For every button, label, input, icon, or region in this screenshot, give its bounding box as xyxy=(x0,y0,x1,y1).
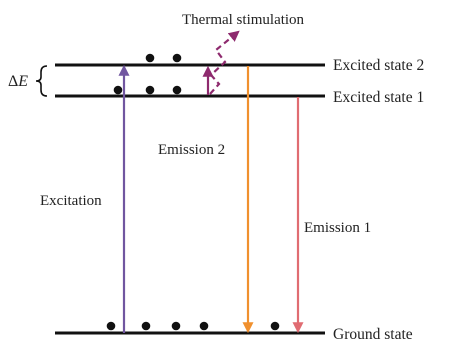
electron xyxy=(113,85,123,95)
delta-symbol: Δ xyxy=(8,73,18,90)
electron xyxy=(145,85,155,95)
electron xyxy=(172,53,182,63)
electron xyxy=(171,321,181,331)
energy-variable: E xyxy=(17,73,28,90)
electron xyxy=(199,321,209,331)
electron xyxy=(270,321,280,331)
thermal-stimulation-label: Thermal stimulation xyxy=(182,12,305,28)
thermal-stimulation-arrow xyxy=(209,30,240,95)
excited-state-1-label: Excited state 1 xyxy=(333,89,424,106)
emission-1-label: Emission 1 xyxy=(304,220,371,236)
electron xyxy=(145,53,155,63)
emission-2-label: Emission 2 xyxy=(158,142,225,158)
electron xyxy=(141,321,151,331)
excitation-label: Excitation xyxy=(40,193,102,209)
electron xyxy=(172,85,182,95)
electron xyxy=(106,321,116,331)
energy-gap-brace xyxy=(35,65,48,97)
ground-state-label: Ground state xyxy=(333,326,413,340)
energy-gap-label: ΔE xyxy=(8,73,28,90)
excited-state-2-label: Excited state 2 xyxy=(333,57,424,74)
